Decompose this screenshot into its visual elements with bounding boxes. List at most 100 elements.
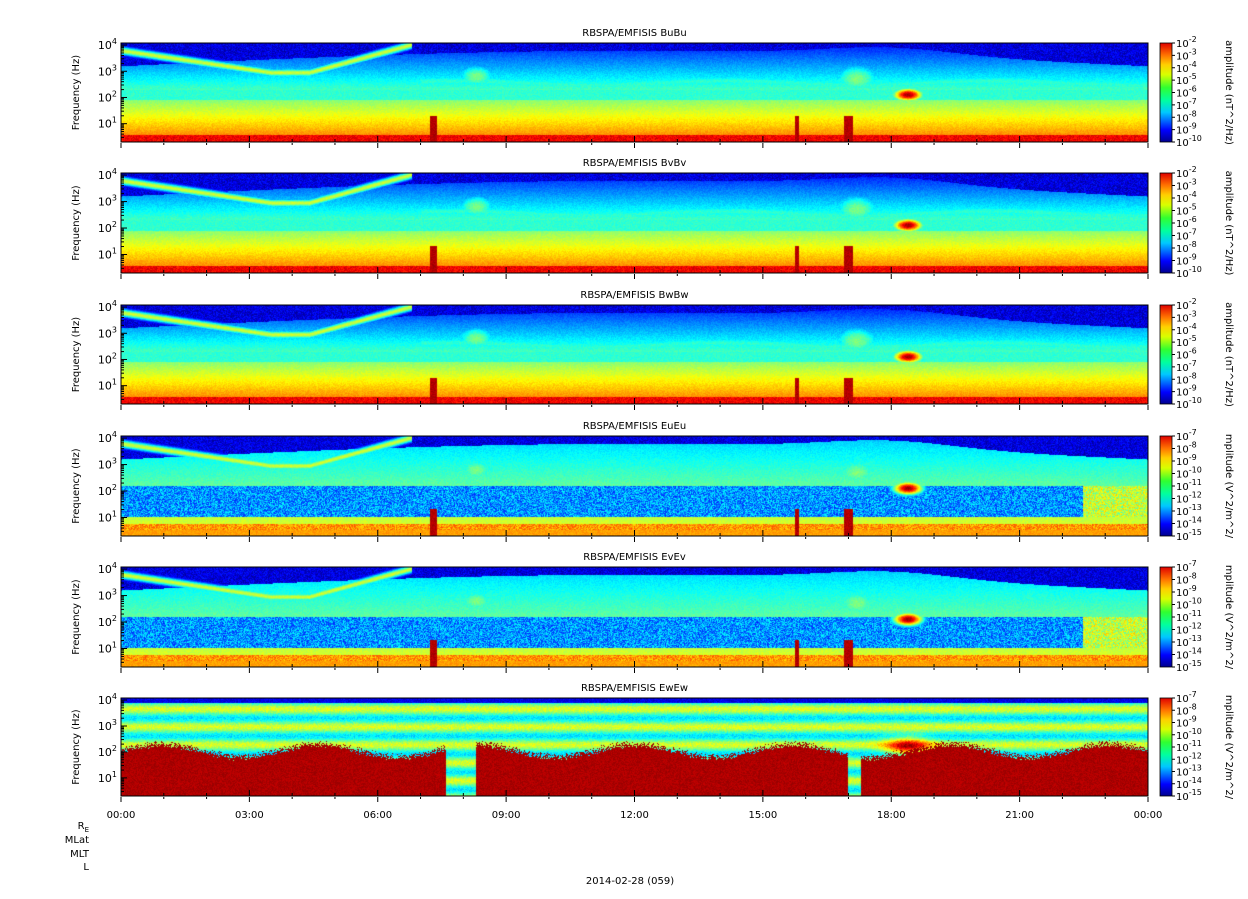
y-tick-label: 101 [98, 378, 117, 393]
colorbar-tick-label: 10-5 [1176, 203, 1197, 218]
panel-title: RBSPA/EMFISIS EwEw [581, 683, 688, 694]
panel-title: RBSPA/EMFISIS EvEv [583, 552, 686, 563]
colorbar-tick-label: 10-8 [1176, 441, 1197, 456]
x-tick-label: 00:00 [107, 810, 136, 821]
colorbar-tick-label: 10-10 [1176, 727, 1202, 742]
y-tick-label: 102 [98, 89, 117, 104]
colorbar-tick-label: 10-8 [1176, 109, 1197, 124]
spectrogram-panel-1: RBSPA/EMFISIS BuBu 101 102 103 104 Frequency … [71, 28, 1234, 149]
colorbar-tick-label: 10-12 [1176, 491, 1202, 506]
y-axis-label: Frequency (Hz) [71, 579, 82, 655]
y-axis-label: Frequency (Hz) [71, 317, 82, 393]
y-axis-label: Frequency (Hz) [71, 55, 82, 131]
colorbar-tick-label: 10-3 [1176, 47, 1197, 62]
colorbar-tick-label: 10-4 [1176, 322, 1197, 337]
colorbar-tick-label: 10-10 [1176, 597, 1202, 612]
y-tick-label: 101 [98, 509, 117, 524]
x-tick-label: 09:00 [492, 810, 521, 821]
panel-title: RBSPA/EMFISIS BvBv [583, 158, 687, 169]
y-tick-label: 103 [98, 325, 117, 340]
colorbar-tick-label: 10-8 [1176, 572, 1197, 587]
colorbar-tick-label: 10-12 [1176, 751, 1202, 766]
bottom-axis-group: 2014-02-28 (059) 00:00 03:00 06:00 09:00 12:… [65, 810, 1163, 887]
colorbar-tick-label: 10-8 [1176, 240, 1197, 255]
panel-title: RBSPA/EMFISIS BwBw [580, 290, 688, 301]
colorbar-tick-label: 10-4 [1176, 190, 1197, 205]
spectrogram-image [121, 698, 1148, 796]
colorbar-tick-label: 10-8 [1176, 702, 1197, 717]
colorbar-tick-label: 10-14 [1176, 776, 1202, 791]
colorbar [1159, 566, 1173, 668]
y-tick-label: 104 [98, 692, 117, 707]
y-tick-label: 104 [98, 299, 117, 314]
colorbar-tick-label: 10-5 [1176, 72, 1197, 87]
colorbar-tick-label: 10-13 [1176, 764, 1202, 779]
x-tick-label: 03:00 [235, 810, 264, 821]
y-tick-label: 101 [98, 246, 117, 261]
y-tick-label: 101 [98, 770, 117, 785]
colorbar [1159, 42, 1173, 143]
colorbar-label: amplitude (nT^2/Hz) [1223, 302, 1234, 407]
colorbar [1159, 435, 1173, 537]
colorbar-tick-label: 10-9 [1176, 715, 1197, 730]
y-tick-label: 103 [98, 718, 117, 733]
colorbar-tick-label: 10-2 [1176, 297, 1197, 312]
colorbar-tick-label: 10-11 [1176, 609, 1202, 624]
y-tick-label: 103 [98, 63, 117, 78]
spectrogram-panel-5: RBSPA/EMFISIS EvEv 101 102 103 104 Frequency … [71, 552, 1234, 674]
colorbar-tick-label: 10-9 [1176, 253, 1197, 268]
colorbar-tick-label: 10-15 [1176, 528, 1202, 543]
colorbar-tick-label: 10-14 [1176, 647, 1202, 662]
date-label: 2014-02-28 (059) [586, 876, 674, 887]
panel-title: RBSPA/EMFISIS EuEu [583, 421, 686, 432]
y-axis-label: Frequency (Hz) [71, 709, 82, 785]
y-tick-label: 102 [98, 351, 117, 366]
colorbar-tick-label: 10-12 [1176, 622, 1202, 637]
colorbar-tick-label: 10-10 [1176, 134, 1202, 149]
colorbar-tick-label: 10-13 [1176, 634, 1202, 649]
y-tick-label: 104 [98, 561, 117, 576]
y-tick-label: 103 [98, 457, 117, 472]
x-tick-label: 00:00 [1134, 810, 1163, 821]
y-tick-label: 104 [98, 167, 117, 182]
colorbar-tick-label: 10-11 [1176, 739, 1202, 754]
spectrogram-image [121, 173, 1148, 273]
colorbar-tick-label: 10-9 [1176, 384, 1197, 399]
colorbar [1159, 304, 1173, 405]
colorbar-label: amplitude (nT^2/Hz) [1223, 40, 1234, 145]
colorbar-tick-label: 10-5 [1176, 334, 1197, 349]
colorbar-tick-label: 10-7 [1176, 559, 1197, 574]
y-tick-label: 104 [98, 37, 117, 52]
y-tick-label: 101 [98, 640, 117, 655]
spectrogram-panel-2: RBSPA/EMFISIS BvBv 101 102 103 104 Frequency … [71, 158, 1234, 280]
colorbar-tick-label: 10-15 [1176, 788, 1202, 803]
x-tick-label: 21:00 [1005, 810, 1034, 821]
colorbar-tick-label: 10-7 [1176, 97, 1197, 112]
y-tick-label: 102 [98, 744, 117, 759]
colorbar-label: mplitude (V^2/m^2/ [1223, 695, 1234, 800]
colorbar-tick-label: 10-14 [1176, 516, 1202, 531]
spectrogram-panel-6: RBSPA/EMFISIS EwEw 101 102 103 104 Frequency … [71, 683, 1234, 803]
colorbar-tick-label: 10-8 [1176, 371, 1197, 386]
colorbar-tick-label: 10-2 [1176, 35, 1197, 50]
y-tick-label: 104 [98, 430, 117, 445]
y-tick-label: 102 [98, 220, 117, 235]
colorbar-tick-label: 10-6 [1176, 215, 1197, 230]
y-tick-label: 101 [98, 116, 117, 131]
colorbar-label: amplitude (nT^2/Hz) [1223, 171, 1234, 276]
ephemeris-label: RE [78, 821, 89, 834]
colorbar-tick-label: 10-9 [1176, 453, 1197, 468]
colorbar [1159, 172, 1173, 274]
colorbar-tick-label: 10-9 [1176, 584, 1197, 599]
panels-group: RBSPA/EMFISIS BuBu 101 102 103 104 Frequency … [71, 28, 1234, 803]
x-tick-label: 15:00 [748, 810, 777, 821]
colorbar-tick-label: 10-6 [1176, 347, 1197, 362]
y-axis-label: Frequency (Hz) [71, 185, 82, 261]
colorbar-tick-label: 10-7 [1176, 359, 1197, 374]
colorbar-tick-label: 10-15 [1176, 659, 1202, 674]
colorbar-tick-label: 10-2 [1176, 165, 1197, 180]
colorbar-tick-label: 10-3 [1176, 178, 1197, 193]
colorbar [1159, 697, 1173, 797]
colorbar-tick-label: 10-7 [1176, 690, 1197, 705]
